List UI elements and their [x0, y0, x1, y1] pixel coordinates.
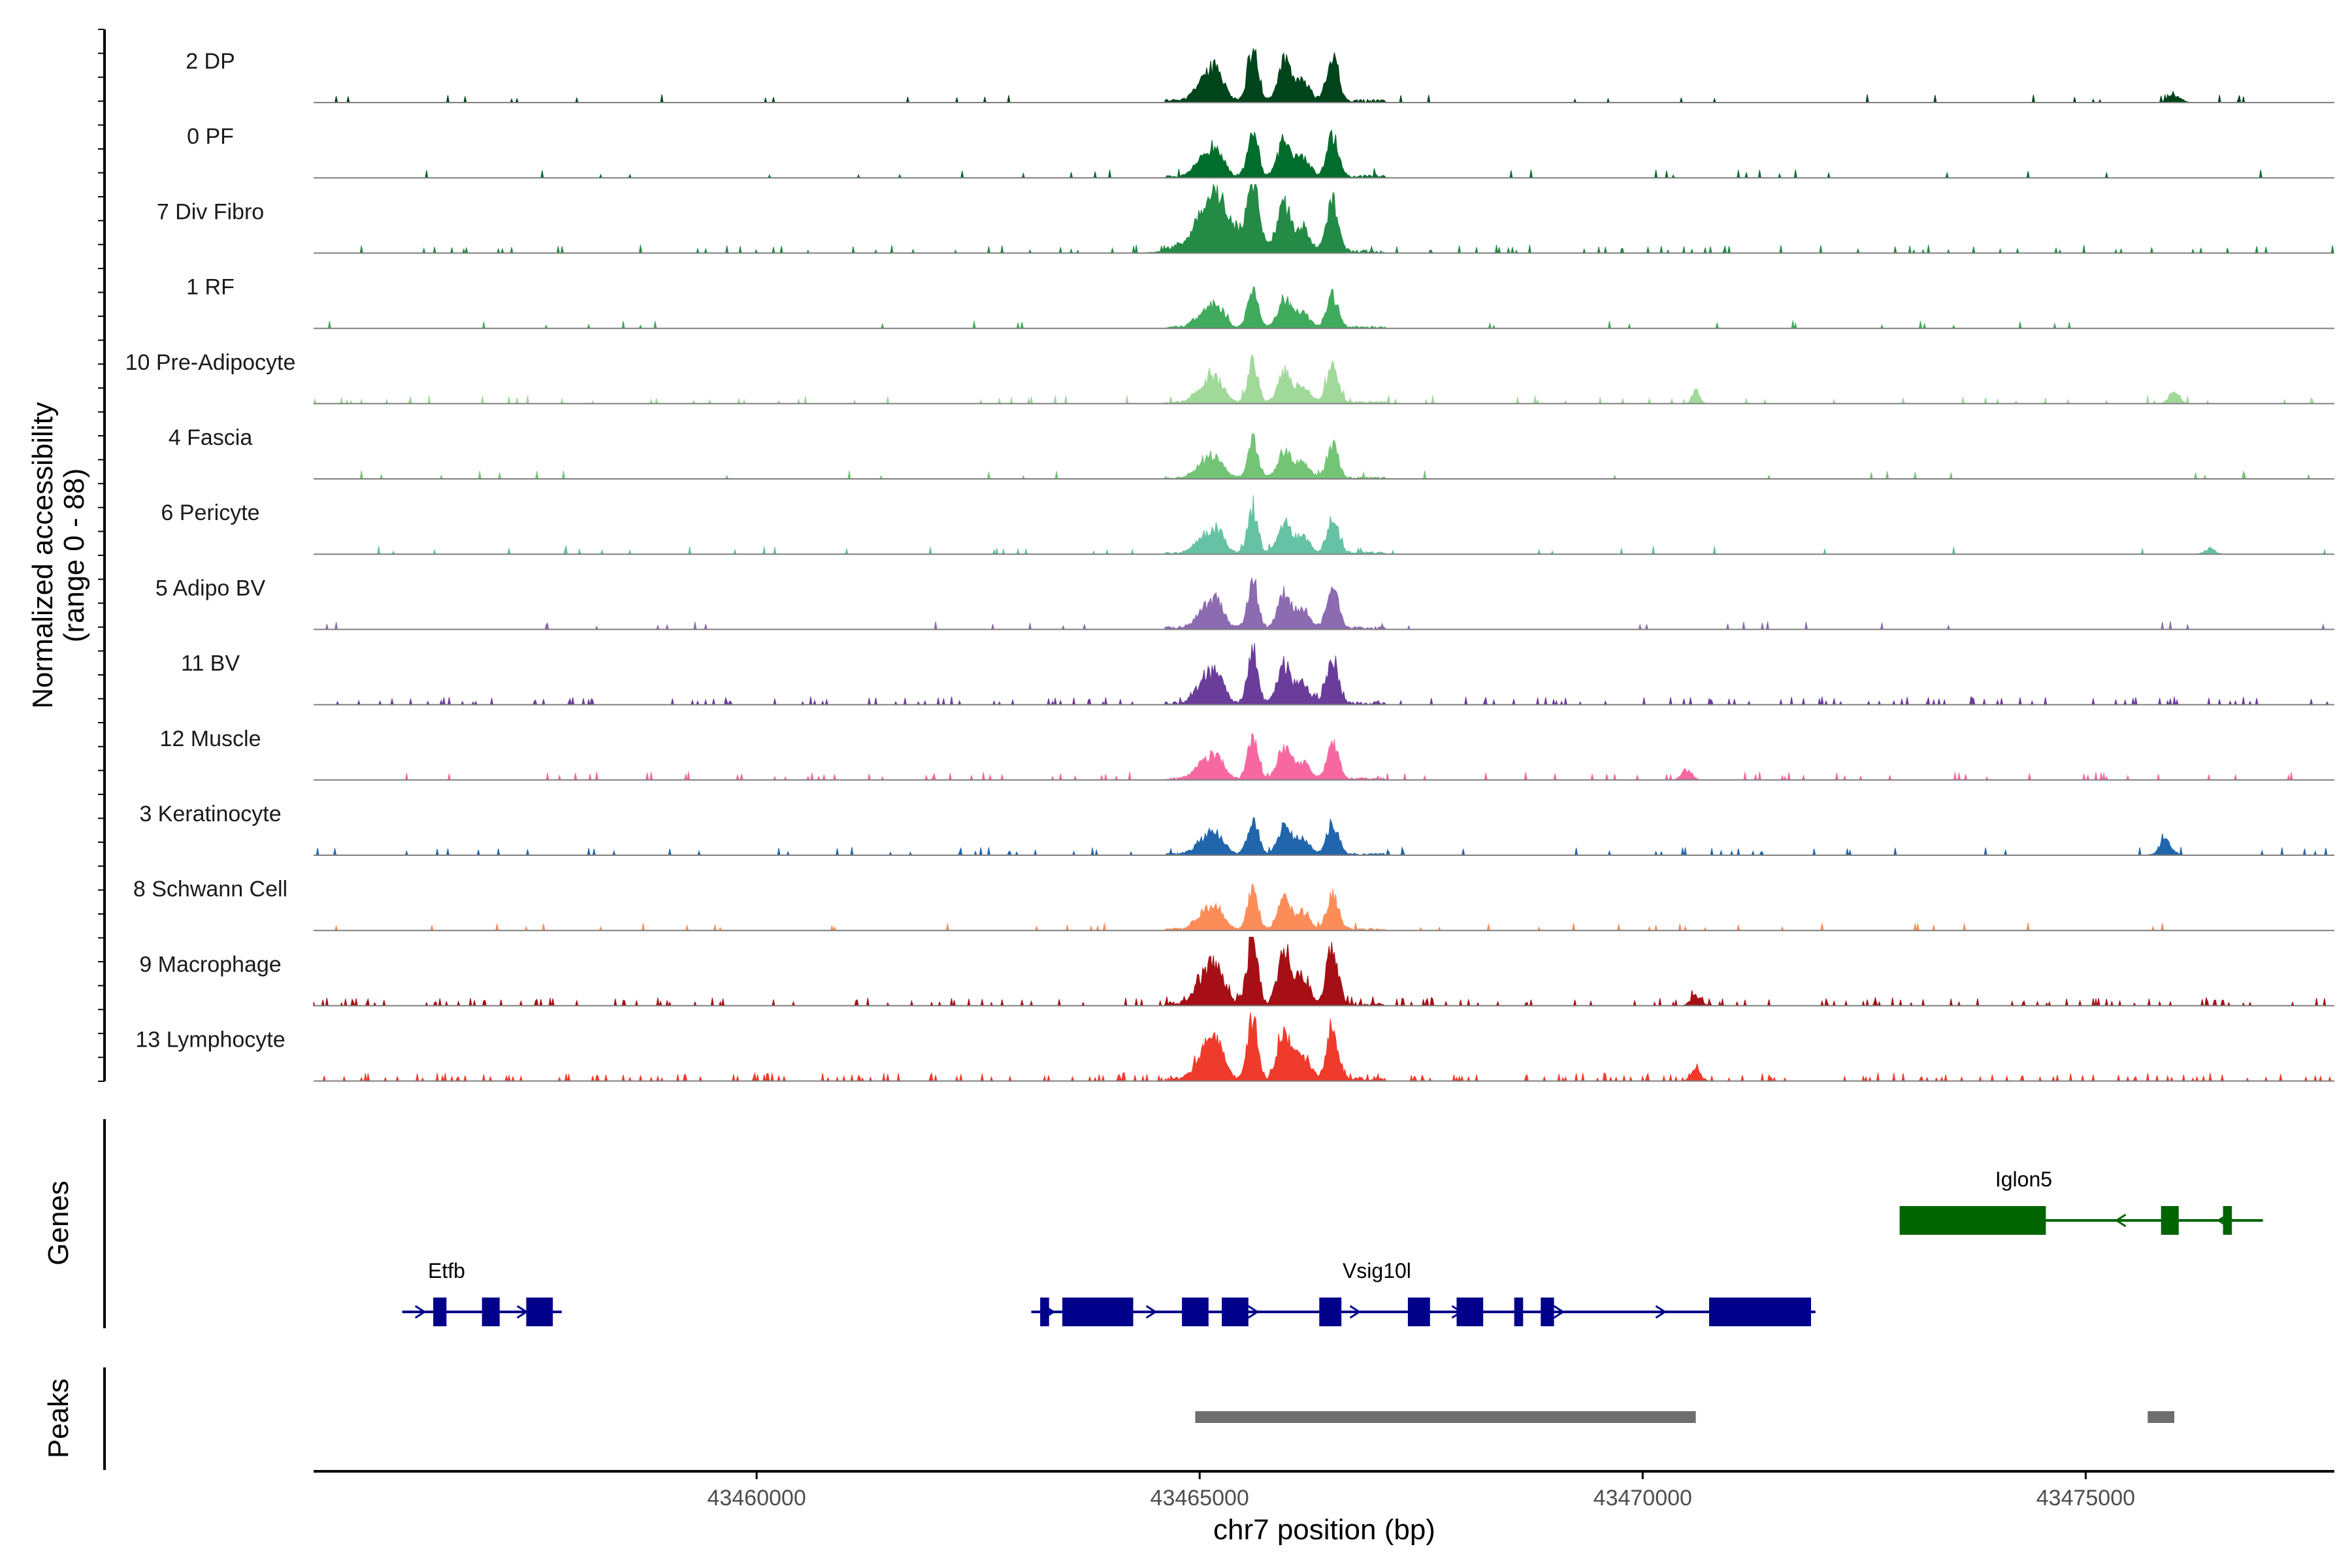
x-tick-label: 43470000: [1593, 1486, 1692, 1511]
gene-exon: [1456, 1298, 1484, 1326]
gene-exon: [526, 1298, 553, 1326]
peak-region: [1195, 1411, 1688, 1423]
gene-models: Etfb Vsig10l Iglon5: [402, 1168, 2263, 1326]
strand-chevron: [414, 1305, 427, 1319]
strand-chevron: [1655, 1305, 1667, 1319]
position-x-axis: 43460000 43465000 43470000 43475000: [314, 1470, 2334, 1511]
gene-exon: [482, 1298, 500, 1326]
gene-exon: [1040, 1298, 1049, 1326]
gene-label: Iglon5: [1995, 1168, 2052, 1191]
strand-chevron: [1553, 1305, 1565, 1319]
gene-exon: [1899, 1206, 2046, 1235]
gene-exon: [1062, 1298, 1134, 1326]
coverage-area: [314, 286, 2334, 329]
peak-regions: [1195, 1411, 2174, 1423]
gene-exon: [1222, 1298, 1249, 1326]
gene-exon: [1514, 1298, 1524, 1326]
accessibility-y-axis: [98, 29, 106, 1082]
coverage-area: [314, 732, 2334, 781]
track-label: 12 Muscle: [160, 727, 261, 751]
strand-chevron: [2114, 1213, 2127, 1228]
track-label: 8 Schwann Cell: [133, 877, 287, 902]
coverage-area: [314, 495, 2334, 555]
peaks-panel-label: Peaks: [42, 1379, 74, 1458]
track-label: 13 Lymphocyte: [135, 1028, 285, 1053]
peak-region: [2148, 1411, 2174, 1423]
track-label: 7 Div Fibro: [157, 199, 264, 224]
track-label: 0 PF: [187, 124, 234, 149]
coverage-area: [313, 353, 2334, 404]
gene-label: Etfb: [428, 1259, 465, 1282]
track-label: 9 Macrophage: [139, 952, 281, 977]
x-tick-label: 43475000: [2036, 1486, 2135, 1511]
coverage-area: [314, 643, 2334, 706]
coverage-area: [314, 884, 2334, 932]
gene-exon: [1709, 1298, 1811, 1326]
y-axis-title-line1: Normalized accessibility: [27, 402, 59, 708]
track-label: 1 RF: [186, 275, 235, 300]
track-label: 10 Pre-Adipocyte: [125, 350, 296, 375]
gene-exon: [1182, 1298, 1209, 1326]
gene-exon: [433, 1298, 447, 1326]
coverage-area: [314, 183, 2334, 255]
coverage-tracks: 2 DP 0 PF 7 Div Fibro 1 RF 10 Pre-Adipocyte 4…: [125, 48, 2334, 1083]
coverage-area: [314, 48, 2334, 103]
coverage-area: [314, 433, 2334, 480]
track-label: 3 Keratinocyte: [139, 802, 281, 826]
gene-exon: [2161, 1206, 2179, 1235]
genes-panel-label: Genes: [42, 1181, 74, 1266]
x-tick-label: 43465000: [1151, 1486, 1249, 1511]
strand-chevron: [1145, 1305, 1158, 1319]
strand-chevron: [1349, 1305, 1362, 1319]
x-axis-title: chr7 position (bp): [1213, 1514, 1435, 1546]
gene-exon: [2223, 1206, 2232, 1235]
track-label: 4 Fascia: [169, 425, 253, 450]
coverage-area: [314, 817, 2334, 856]
gene-exon: [1407, 1298, 1430, 1326]
track-label: 11 BV: [181, 651, 240, 676]
peak-region: [1678, 1411, 1696, 1423]
gene-exon: [1541, 1298, 1554, 1326]
track-label: 6 Pericyte: [161, 500, 259, 525]
coverage-area: [314, 1012, 2334, 1083]
track-label: 2 DP: [186, 49, 235, 74]
x-tick-label: 43460000: [707, 1486, 806, 1511]
gene-label: Vsig10l: [1343, 1259, 1411, 1282]
coverage-area: [314, 576, 2334, 630]
coverage-area: [314, 129, 2334, 178]
gene-exon: [1319, 1298, 1342, 1326]
y-axis-title-line2: (range 0 - 88): [58, 468, 90, 643]
track-label: 5 Adipo BV: [155, 576, 266, 600]
coverage-area: [313, 936, 2334, 1007]
strand-chevron: [1247, 1305, 1260, 1319]
